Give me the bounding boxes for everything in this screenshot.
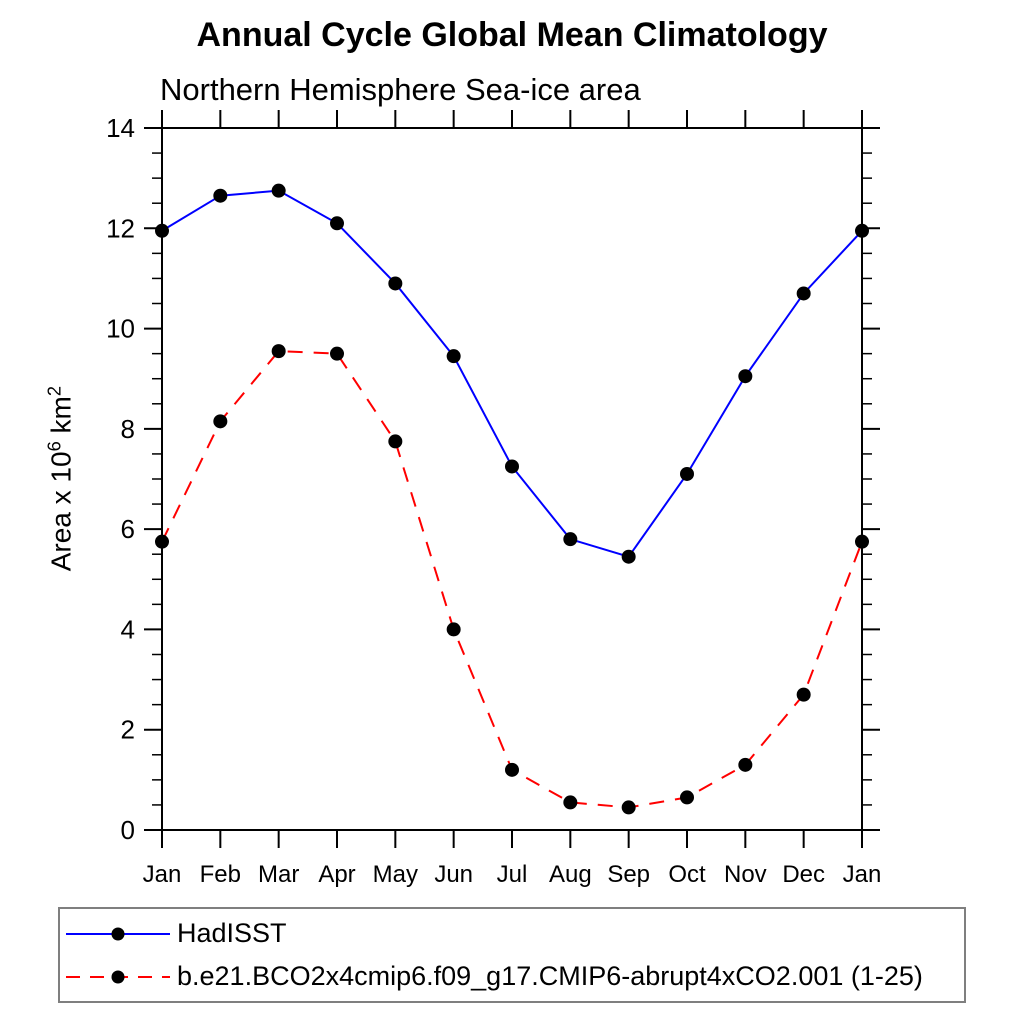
data-point-marker (155, 534, 169, 549)
data-point-marker (446, 349, 461, 364)
legend-solid-line-icon (66, 927, 170, 940)
legend-item-model: b.e21.BCO2x4cmip6.f09_g17.CMIP6-abrupt4x… (62, 955, 964, 998)
x-tick-label: Dec (782, 861, 825, 888)
data-point-marker (796, 286, 811, 301)
x-tick-label: Oct (668, 861, 706, 888)
data-point-marker (446, 622, 461, 637)
legend-label-model: b.e21.BCO2x4cmip6.f09_g17.CMIP6-abrupt4x… (177, 961, 923, 991)
data-point-marker (271, 183, 286, 198)
x-tick-label: Apr (318, 861, 355, 888)
x-tick-label: Jul (497, 861, 528, 888)
legend-marker-dot (111, 927, 125, 940)
y-tick-label: 0 (121, 815, 135, 845)
x-tick-label: Nov (724, 861, 767, 888)
data-point-marker (738, 757, 753, 772)
data-point-marker (388, 276, 403, 291)
x-tick-label: Jan (143, 861, 182, 888)
x-tick-label: Jan (843, 861, 882, 888)
legend-label-hadisst: HadISST (177, 918, 287, 948)
series-line-hadisst (161, 189, 863, 558)
chart-title: Annual Cycle Global Mean Climatology (196, 16, 828, 54)
data-point-marker (213, 188, 228, 203)
legend-dashed-line-icon (66, 970, 170, 983)
y-tick-label: 6 (121, 514, 135, 544)
data-point-marker (388, 434, 403, 449)
data-point-marker (330, 216, 344, 231)
x-tick-label: Mar (258, 861, 299, 888)
data-point-marker (271, 344, 286, 359)
data-point-marker (738, 369, 753, 384)
data-point-marker (563, 532, 578, 547)
legend-item-hadisst: HadISST (62, 912, 964, 955)
legend-marker-dot (111, 970, 125, 983)
data-point-marker (330, 346, 344, 361)
data-point-marker (505, 762, 519, 777)
data-point-marker (680, 466, 694, 481)
data-point-marker (680, 790, 694, 805)
data-point-marker (796, 687, 811, 702)
x-tick-label: Aug (549, 861, 592, 888)
x-tick-label: Sep (607, 861, 650, 888)
y-tick-label: 10 (106, 314, 135, 344)
x-tick-label: Feb (200, 861, 241, 888)
axis-box (161, 127, 863, 831)
y-tick-label: 2 (121, 715, 135, 745)
y-tick-label: 4 (121, 614, 135, 644)
data-point-marker (855, 223, 869, 238)
data-point-marker (155, 223, 169, 238)
data-point-marker (621, 800, 636, 815)
legend-box: HadISST b.e21.BCO2x4cmip6.f09_g17.CMIP6-… (58, 907, 966, 1003)
data-point-marker (563, 795, 578, 810)
data-point-marker (505, 459, 519, 474)
x-tick-label: May (373, 861, 418, 888)
data-point-marker (213, 414, 228, 429)
y-tick-label: 8 (121, 414, 135, 444)
chart-subtitle: Northern Hemisphere Sea-ice area (160, 72, 641, 107)
series-line-model (161, 350, 863, 809)
data-point-marker (855, 534, 869, 549)
y-tick-label: 12 (106, 213, 135, 243)
y-tick-label: 14 (106, 113, 135, 143)
data-point-marker (621, 549, 636, 564)
x-tick-label: Jun (434, 861, 473, 888)
